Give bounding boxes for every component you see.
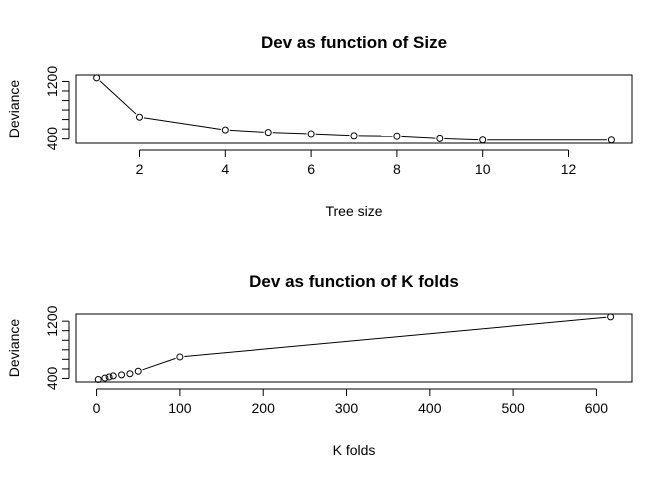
x-tick-label: 0 [93,400,101,416]
x-tick-label: 300 [335,400,359,416]
y-tick-label: 1200 [44,66,60,97]
data-point [176,353,184,361]
data-point [264,129,272,137]
series-line-segment [229,129,264,133]
data-point [436,134,444,142]
plot-title: Dev as function of Size [261,33,447,52]
data-point [118,371,126,379]
data-point [109,372,117,380]
y-axis: 400 1200 [44,305,70,391]
x-tick-label: 10 [475,161,491,177]
x-tick-label: 100 [168,400,192,416]
x-tick-label: 4 [221,161,229,177]
plot-box [75,74,633,144]
data-point [307,130,315,138]
series-line-segment [184,316,607,358]
data-point [221,126,229,134]
y-tick-label: 400 [44,367,60,391]
series-line-segment [444,137,479,141]
y-tick-label: 1200 [44,305,60,336]
data-point [126,370,134,378]
series-line-segment [142,357,176,371]
series-line-segment [143,117,221,130]
series-line-segment [315,133,350,137]
data-point [479,136,487,144]
data-series [94,313,615,383]
data-point [101,374,109,382]
x-tick-label: 12 [561,161,577,177]
y-axis-label: Deviance [6,80,22,139]
x-tick-label: 200 [252,400,276,416]
data-series [93,74,615,144]
data-point [607,313,615,321]
x-axis-label: K folds [333,442,376,458]
data-point [94,375,102,383]
data-point [393,132,401,140]
data-point [134,367,142,375]
series-line-segment [272,132,307,135]
x-tick-label: 6 [307,161,315,177]
x-tick-label: 600 [585,400,609,416]
data-point [607,136,615,144]
x-tick-label: 8 [393,161,401,177]
x-axis: 0 100 200 300 400 500 600 [93,388,609,416]
x-axis-label: Tree size [325,203,382,219]
series-line-segment [401,135,436,139]
y-tick-label: 400 [44,127,60,151]
y-axis: 400 1200 [44,66,70,151]
x-tick-label: 500 [501,400,525,416]
data-point [135,113,143,121]
plot-panel-kfolds: Dev as function of K folds 0 100 200 300 400… [6,272,633,458]
x-tick-label: 2 [136,161,144,177]
data-point [350,132,358,140]
x-axis: 2 4 6 8 10 12 [136,149,577,177]
data-point [93,74,101,82]
plot-panel-size: Dev as function of Size 2 4 6 8 10 12 400 1200… [6,33,633,219]
data-point [105,373,113,381]
plot-title: Dev as function of K folds [249,272,459,291]
series-line-segment [99,80,137,115]
y-axis-label: Deviance [6,319,22,378]
x-tick-label: 400 [418,400,442,416]
plot-box [75,313,633,383]
